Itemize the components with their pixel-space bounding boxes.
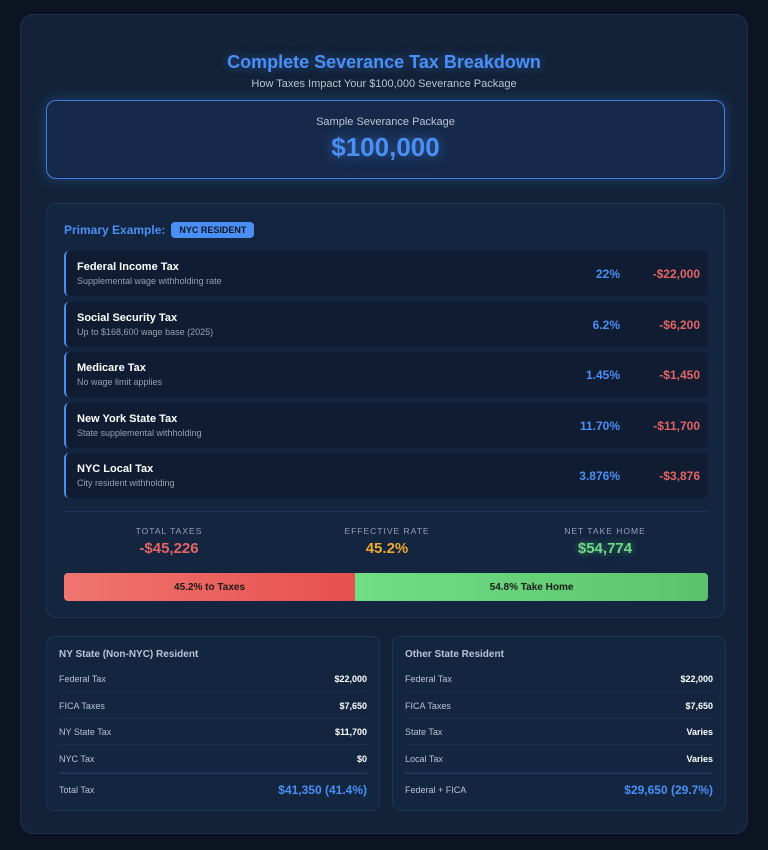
comparison-card: Other State Resident Federal Tax $22,000 FI… [392, 636, 726, 811]
tax-name: Social Security Tax [77, 311, 178, 324]
taxes-segment: 45.2% to Taxes [64, 573, 356, 601]
primary-label: Primary Example: [64, 223, 166, 237]
row-label: NYC Tax [59, 754, 95, 765]
total-taxes-label: TOTAL TAXES [135, 526, 203, 536]
effective-rate-label: EFFECTIVE RATE [344, 526, 430, 536]
total-taxes-value: -$45,226 [139, 540, 199, 557]
comparison-title: NY State (Non-NYC) Resident [59, 649, 199, 660]
comparison-row: NY State Tax $11,700 [59, 718, 367, 746]
tax-split-bar: 45.2% to Taxes 54.8% Take Home [64, 573, 708, 601]
tax-amount: -$22,000 [652, 267, 700, 281]
tax-amount: -$6,200 [659, 317, 700, 332]
tax-row: Federal Income Tax Supplemental wage wit… [64, 251, 708, 296]
tax-description: City resident withholding [77, 478, 175, 488]
comparison-row: NYC Tax $0 [59, 745, 367, 773]
tax-row: New York State Tax State supplemental wi… [64, 402, 708, 448]
row-label: State Tax [405, 727, 443, 738]
tax-name: New York State Tax [77, 412, 178, 425]
row-value: $22,000 [334, 674, 367, 684]
nyc-resident-badge: NYC RESIDENT [171, 222, 255, 238]
row-value: Varies [686, 727, 713, 738]
package-box: Sample Severance Package $100,000 [46, 100, 725, 179]
tax-name: Medicare Tax [77, 362, 146, 374]
comparison-row: Local Tax Varies [405, 745, 713, 773]
tax-row: Social Security Tax Up to $168,600 wage … [64, 301, 708, 347]
net-take-home-value: $54,774 [577, 540, 633, 557]
total-label: Federal + FICA [405, 785, 467, 795]
row-value: $0 [356, 754, 367, 765]
row-value: $7,650 [339, 700, 367, 711]
tax-row: NYC Local Tax City resident withholding … [64, 453, 708, 498]
effective-rate-stat: EFFECTIVE RATE 45.2% [287, 526, 487, 557]
tax-rate: 6.2% [592, 317, 620, 332]
tax-rate: 3.876% [579, 469, 620, 483]
tax-amount: -$1,450 [659, 368, 700, 382]
tax-name: Federal Income Tax [77, 261, 179, 273]
comparison-title: Other State Resident [405, 649, 504, 660]
tax-description: No wage limit applies [77, 377, 163, 387]
total-value: $41,350 (41.4%) [278, 783, 367, 797]
tax-rate: 11.70% [579, 418, 620, 433]
total-value: $29,650 (29.7%) [624, 783, 713, 797]
row-value: $7,650 [685, 700, 713, 711]
row-label: FICA Taxes [405, 700, 451, 711]
tax-description: Up to $168,600 wage base (2025) [77, 326, 214, 337]
tax-amount: -$3,876 [659, 469, 700, 483]
tax-rate: 22% [595, 267, 620, 281]
page-subtitle: How Taxes Impact Your $100,000 Severance… [251, 78, 517, 90]
comparison-row: Federal Tax $22,000 [405, 665, 713, 692]
page-title: Complete Severance Tax Breakdown [227, 52, 541, 72]
comparison-total: Total Tax $41,350 (41.4%) [59, 773, 367, 805]
tax-description: Supplemental wage withholding rate [77, 276, 222, 286]
row-label: Federal Tax [59, 674, 106, 684]
total-taxes-stat: TOTAL TAXES -$45,226 [69, 526, 269, 557]
take-home-segment: 54.8% Take Home [355, 573, 708, 601]
row-value: Varies [686, 754, 713, 765]
tax-rate: 1.45% [585, 368, 620, 382]
comparison-row: Federal Tax $22,000 [59, 665, 367, 692]
tax-row: Medicare Tax No wage limit applies 1.45%… [64, 352, 708, 397]
effective-rate-value: 45.2% [365, 540, 409, 557]
net-take-home-stat: NET TAKE HOME $54,774 [505, 526, 705, 557]
row-label: Federal Tax [405, 674, 452, 684]
comparison-total: Federal + FICA $29,650 (29.7%) [405, 773, 713, 805]
divider [64, 511, 708, 512]
row-label: FICA Taxes [59, 700, 105, 711]
total-label: Total Tax [59, 785, 95, 795]
row-label: Local Tax [405, 754, 443, 765]
tax-description: State supplemental withholding [77, 427, 202, 438]
comparison-row: State Tax Varies [405, 718, 713, 746]
row-label: NY State Tax [59, 727, 112, 738]
row-value: $22,000 [680, 674, 713, 684]
net-take-home-label: NET TAKE HOME [564, 526, 646, 536]
row-value: $11,700 [334, 727, 367, 738]
comparison-card: NY State (Non-NYC) Resident Federal Tax $2… [46, 636, 380, 811]
primary-example-panel: Primary Example: NYC RESIDENT Federal In… [46, 203, 725, 618]
tax-breakdown-card: Complete Severance Tax Breakdown How Tax… [20, 14, 748, 834]
comparison-row: FICA Taxes $7,650 [405, 692, 713, 719]
comparison-row: FICA Taxes $7,650 [59, 692, 367, 719]
tax-amount: -$11,700 [653, 418, 700, 433]
package-label: Sample Severance Package [316, 116, 455, 128]
tax-name: NYC Local Tax [77, 463, 154, 475]
package-amount: $100,000 [331, 132, 440, 162]
